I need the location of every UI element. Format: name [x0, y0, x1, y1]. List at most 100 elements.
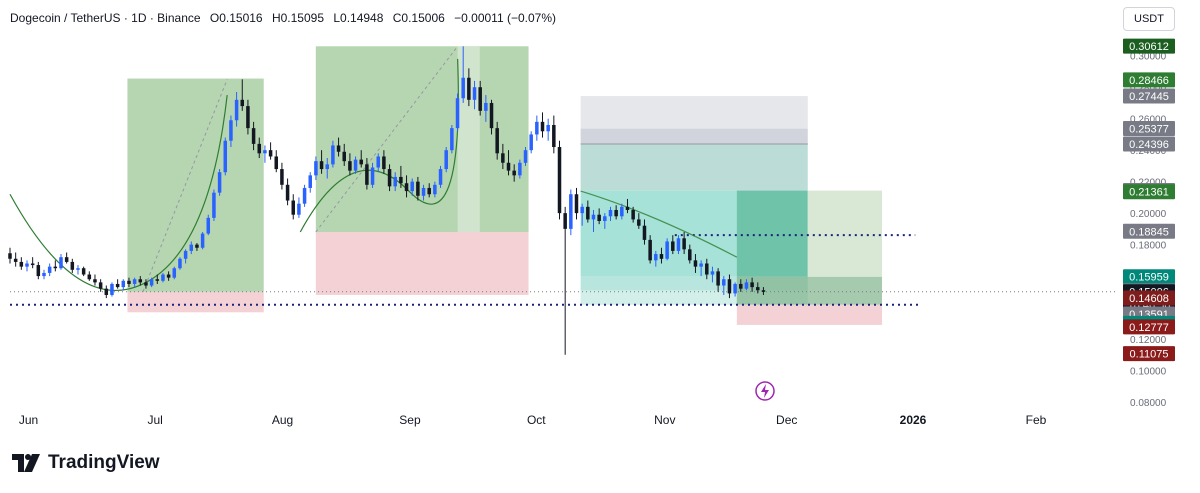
- price-label-badge: [1123, 184, 1175, 200]
- candle-body: [161, 274, 165, 281]
- candle-body: [489, 102, 494, 129]
- candle-body: [739, 283, 743, 289]
- candle-body: [438, 169, 443, 185]
- candle-body: [716, 271, 720, 286]
- price-label-badge: [1123, 88, 1175, 104]
- price-label-badge: [1123, 290, 1175, 306]
- candle-body: [285, 184, 290, 201]
- candle-body: [268, 150, 273, 157]
- candle-body: [246, 106, 250, 129]
- candle-body: [705, 263, 709, 275]
- candle-body: [433, 184, 437, 195]
- ohlc-high: H0.15095: [271, 11, 324, 25]
- candle-body: [93, 279, 97, 283]
- candle-body: [257, 143, 262, 154]
- price-label-badge: [1123, 319, 1175, 335]
- candle-body: [416, 181, 420, 196]
- candle-body: [240, 99, 245, 107]
- candle-body: [47, 266, 52, 273]
- candle-body: [70, 261, 75, 270]
- candle-body: [569, 194, 573, 229]
- candle-body: [586, 206, 590, 220]
- x-axis-tick: Feb: [1026, 413, 1047, 427]
- candle-body: [87, 274, 92, 280]
- y-axis-tick: 0.12000: [1130, 335, 1167, 346]
- brand-name: TradingView: [48, 452, 160, 473]
- candle-body: [404, 183, 409, 192]
- candle-body: [138, 279, 143, 283]
- candle-body: [121, 280, 126, 288]
- candle-body: [450, 128, 454, 151]
- candle-body: [172, 268, 177, 278]
- candle-body: [671, 241, 675, 251]
- candle-body: [348, 161, 352, 171]
- price-label-text: 0.14608: [1129, 293, 1169, 305]
- candle-body: [472, 87, 477, 100]
- ohlc-low: L0.14948: [333, 11, 384, 25]
- candle-body: [484, 102, 488, 111]
- candle-body: [478, 87, 482, 111]
- price-label-text: 0.21361: [1129, 187, 1169, 199]
- candle-body: [308, 175, 312, 188]
- candle-body: [506, 162, 511, 171]
- candle-body: [444, 150, 448, 170]
- candle-body: [359, 159, 363, 165]
- stop-zone: [736, 304, 882, 325]
- candle-body: [461, 77, 465, 99]
- candle-body: [761, 290, 766, 292]
- price-label-text: 0.15959: [1129, 272, 1169, 284]
- price-label-badge: [1123, 72, 1175, 88]
- candle-body: [319, 161, 324, 170]
- candle-body: [144, 282, 148, 286]
- candle-body: [512, 170, 516, 176]
- candle-body: [302, 187, 307, 204]
- candle-body: [19, 261, 24, 267]
- tradingview-icon: [12, 454, 40, 472]
- candle-body: [30, 263, 35, 266]
- candle-body: [336, 145, 341, 152]
- candle-body: [399, 176, 403, 184]
- symbol-title[interactable]: Dogecoin / TetherUS · 1D · Binance: [10, 11, 201, 25]
- candle-body: [427, 187, 431, 195]
- x-axis-tick: Nov: [654, 413, 675, 427]
- zone-jul-profit: [127, 78, 264, 292]
- price-label-badge: [1123, 38, 1175, 54]
- candle-body: [631, 209, 635, 220]
- price-label-text: 0.11075: [1130, 349, 1169, 361]
- y-axis-tick: 0.24000: [1130, 146, 1167, 157]
- y-axis-tick: 0.18000: [1130, 241, 1167, 252]
- candle-body: [501, 153, 505, 163]
- candle-body: [393, 176, 397, 187]
- x-axis-tick: Oct: [527, 413, 546, 427]
- candle-body: [659, 254, 664, 259]
- projection-zone: [807, 190, 882, 277]
- candle-body: [8, 253, 12, 259]
- price-label-text: 0.27445: [1129, 91, 1169, 103]
- candle-body: [223, 140, 228, 173]
- candle-body: [648, 239, 652, 261]
- candle-body: [200, 233, 205, 248]
- candle-body: [251, 128, 256, 144]
- y-axis-tick: 0.10000: [1130, 367, 1167, 378]
- candle-body: [263, 150, 267, 154]
- candle-body: [149, 279, 154, 286]
- x-axis-tick: Dec: [776, 413, 797, 427]
- candle-body: [693, 260, 698, 267]
- candle-body: [229, 120, 233, 141]
- candle-body: [467, 77, 471, 100]
- candle-body: [529, 134, 533, 151]
- candle-body: [178, 258, 182, 269]
- candle-body: [166, 274, 171, 278]
- candle-body: [291, 200, 296, 215]
- candle-body: [53, 266, 58, 269]
- candle-body: [733, 283, 737, 294]
- candle-body: [574, 194, 579, 214]
- zone-jul-loss: [127, 291, 264, 313]
- candle-body: [13, 258, 18, 262]
- currency-button[interactable]: USDT: [1123, 7, 1175, 31]
- candle-body: [744, 282, 749, 289]
- candle-body: [410, 181, 414, 192]
- chart-header: Dogecoin / TetherUS · 1D · Binance O0.15…: [10, 11, 562, 25]
- candle-body: [688, 249, 692, 261]
